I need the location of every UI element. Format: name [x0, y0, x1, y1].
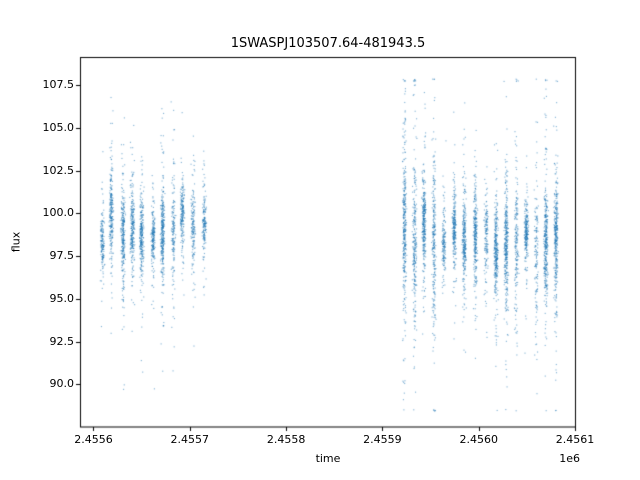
y-tick-label: 102.5: [42, 163, 75, 177]
y-tick-label: 97.5: [49, 249, 75, 263]
x-tick-label: 2.4556: [74, 433, 113, 446]
y-tick-label: 105.0: [42, 121, 75, 135]
x-tick-label: 2.4557: [170, 433, 210, 446]
y-tick-label: 90.0: [49, 377, 75, 391]
x-tick-label: 2.4559: [363, 433, 402, 446]
y-tick-label: 100.0: [42, 206, 75, 220]
y-tick-label: 95.0: [49, 291, 75, 305]
x-tick-label: 2.4561: [555, 433, 595, 446]
x-axis-label: time: [315, 452, 341, 465]
y-tick-label: 92.5: [49, 334, 75, 348]
y-axis-label: flux: [9, 231, 23, 253]
x-tick-label: 2.4558: [266, 433, 306, 446]
chart-title: 1SWASPJ103507.64-481943.5: [230, 36, 426, 51]
x-axis-offset-text: 1e6: [559, 452, 580, 465]
y-tick-label: 107.5: [42, 78, 75, 92]
x-tick-label: 2.4560: [459, 433, 498, 446]
